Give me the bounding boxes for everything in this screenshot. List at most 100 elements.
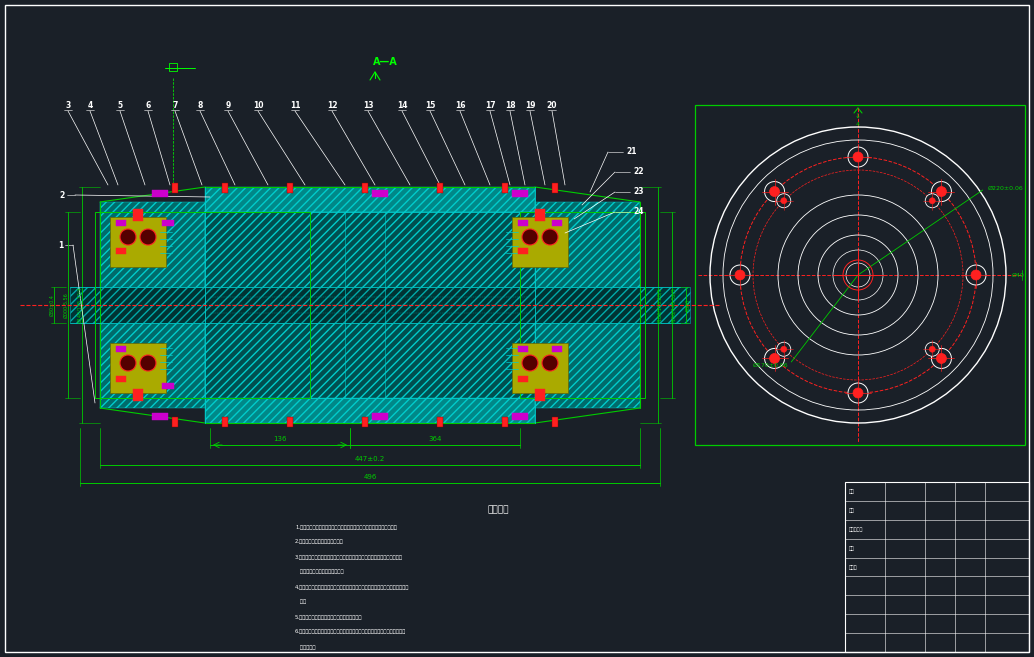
Bar — [845, 482, 1029, 652]
Text: 24: 24 — [633, 208, 643, 217]
Bar — [95, 212, 310, 398]
Bar — [518, 376, 528, 382]
Text: 13: 13 — [363, 101, 373, 110]
Circle shape — [735, 270, 746, 280]
Circle shape — [781, 198, 787, 204]
Circle shape — [848, 147, 868, 167]
Bar — [437, 183, 443, 193]
Circle shape — [925, 194, 939, 208]
Bar — [172, 417, 178, 427]
Bar — [535, 389, 545, 401]
Text: P180/170.28/5: P180/170.28/5 — [658, 287, 663, 323]
Bar — [518, 248, 528, 254]
Circle shape — [777, 194, 791, 208]
Text: 15: 15 — [425, 101, 435, 110]
Bar — [133, 209, 143, 221]
Bar — [162, 220, 174, 226]
Bar — [205, 212, 535, 398]
Circle shape — [930, 198, 935, 204]
Text: ↓: ↓ — [855, 113, 861, 119]
Text: Ø220±0.06: Ø220±0.06 — [987, 185, 1024, 191]
Circle shape — [853, 152, 863, 162]
Text: 3.零件在锻把后应消除应力处理并干净，不得有毛刺、飞边、氧化皮、锈蚀、: 3.零件在锻把后应消除应力处理并干净，不得有毛刺、飞边、氧化皮、锈蚀、 — [295, 555, 403, 560]
Text: Ø40: Ø40 — [1012, 273, 1025, 277]
Bar — [520, 212, 645, 398]
Bar — [172, 183, 178, 193]
Circle shape — [769, 353, 780, 363]
Circle shape — [522, 355, 538, 371]
Bar — [535, 209, 545, 221]
Bar — [116, 376, 126, 382]
Text: 17: 17 — [485, 101, 495, 110]
Bar — [512, 190, 528, 197]
Text: 6: 6 — [146, 101, 151, 110]
Text: 1: 1 — [58, 240, 63, 250]
Text: A—A: A—A — [372, 57, 397, 67]
Text: 1.零件加工表面上，不允许有裂缝、折叠等缺陷妨碍零件表面完整性的。: 1.零件加工表面上，不允许有裂缝、折叠等缺陷妨碍零件表面完整性的。 — [295, 524, 397, 530]
Bar — [222, 183, 229, 193]
Circle shape — [140, 229, 156, 245]
Text: 23: 23 — [633, 187, 643, 196]
Bar — [110, 343, 166, 393]
Circle shape — [966, 265, 986, 285]
Text: 4: 4 — [88, 101, 93, 110]
Bar — [512, 413, 528, 420]
Circle shape — [925, 342, 939, 356]
Bar — [362, 417, 368, 427]
Circle shape — [764, 348, 785, 369]
Text: 11: 11 — [290, 101, 300, 110]
Text: 签名: 签名 — [849, 545, 855, 551]
Circle shape — [120, 229, 136, 245]
Text: Ø170±0.06: Ø170±0.06 — [753, 363, 788, 367]
Text: 8: 8 — [197, 101, 203, 110]
Text: 136: 136 — [273, 436, 286, 442]
Bar — [116, 220, 126, 226]
Circle shape — [777, 342, 791, 356]
Bar — [518, 220, 528, 226]
Bar — [116, 346, 126, 352]
Circle shape — [971, 270, 981, 280]
Circle shape — [769, 187, 780, 196]
Bar — [205, 398, 535, 423]
Bar — [501, 417, 508, 427]
Text: 年月日: 年月日 — [849, 564, 857, 570]
Text: 6.修改注意时，严格打印出每次不小差距的具体参件，图示过修要注意是始终不: 6.修改注意时，严格打印出每次不小差距的具体参件，图示过修要注意是始终不 — [295, 629, 406, 635]
Text: 21: 21 — [626, 148, 637, 156]
Text: 20: 20 — [547, 101, 557, 110]
Text: 划伤、油污、磁性等缺陷存在。: 划伤、油污、磁性等缺陷存在。 — [295, 570, 343, 574]
Bar — [222, 417, 229, 427]
Bar — [552, 220, 562, 226]
Text: 4: 4 — [856, 122, 860, 127]
Bar — [512, 217, 568, 267]
Text: 5.铸铁过软则零件不允许轻、重、复杂型结构组: 5.铸铁过软则零件不允许轻、重、复杂型结构组 — [295, 614, 363, 620]
Circle shape — [764, 181, 785, 202]
Circle shape — [937, 187, 946, 196]
Text: 技术要求: 技术要求 — [487, 505, 509, 514]
Text: Ø140/135.72/4: Ø140/135.72/4 — [78, 286, 83, 323]
Bar — [552, 183, 558, 193]
Text: 22: 22 — [633, 168, 643, 177]
Circle shape — [932, 348, 951, 369]
Bar — [512, 343, 568, 393]
Circle shape — [730, 265, 750, 285]
Bar — [70, 287, 690, 323]
Bar — [205, 187, 535, 212]
Bar — [552, 346, 562, 352]
Text: 16: 16 — [455, 101, 465, 110]
Text: 364: 364 — [428, 436, 442, 442]
Text: 18: 18 — [505, 101, 515, 110]
Text: 2: 2 — [60, 191, 65, 200]
Bar — [437, 417, 443, 427]
Bar — [133, 389, 143, 401]
Text: 处理: 处理 — [295, 599, 306, 604]
Circle shape — [140, 355, 156, 371]
Text: P860: P860 — [686, 299, 691, 311]
Bar — [518, 346, 528, 352]
Bar — [372, 413, 388, 420]
Bar — [169, 63, 177, 71]
Circle shape — [930, 346, 935, 352]
Text: 14: 14 — [397, 101, 407, 110]
Bar — [287, 417, 293, 427]
Text: 10: 10 — [252, 101, 264, 110]
Text: 12: 12 — [327, 101, 337, 110]
